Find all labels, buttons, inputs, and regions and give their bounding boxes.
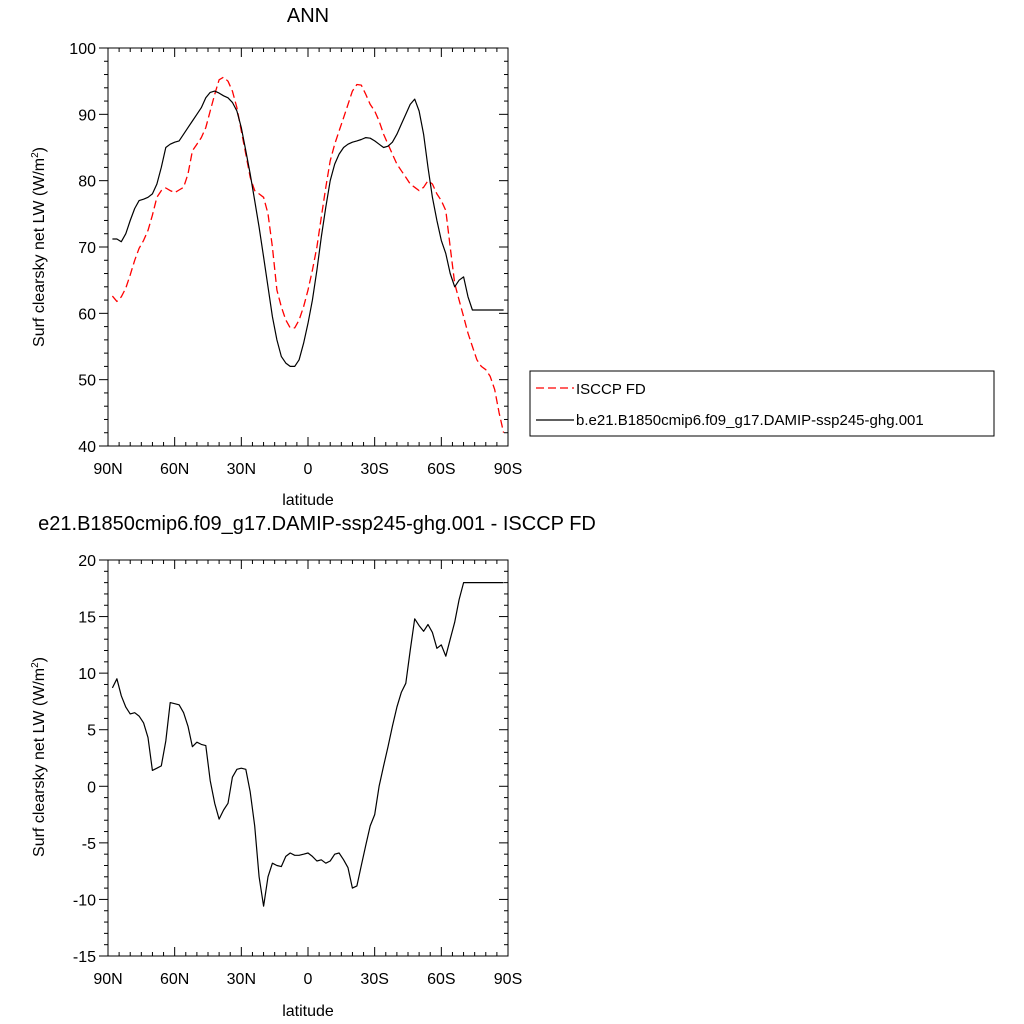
x-tick-label: 90S: [494, 971, 522, 988]
y-tick-label: 80: [78, 174, 96, 191]
top-chart: ANN 90N 60N 30N 0 30S 60S 90S 40 50 60 70 80 90 100 l…: [30, 5, 995, 509]
chart-title: e21.B1850cmip6.f09_g17.DAMIP-ssp245-ghg.…: [38, 513, 596, 535]
x-tick-label: 90N: [93, 971, 122, 988]
y-tick-label: 20: [78, 553, 96, 570]
x-tick-label: 30N: [227, 971, 256, 988]
y-tick-label: 15: [78, 610, 96, 627]
y-tick-label: -15: [73, 949, 96, 966]
bottom-chart: e21.B1850cmip6.f09_g17.DAMIP-ssp245-ghg.…: [30, 513, 596, 1020]
series-line-0: [111, 76, 505, 433]
x-tick-label: 90N: [93, 461, 122, 478]
legend-box: [529, 370, 995, 437]
y-tick-label: 5: [87, 723, 96, 740]
series-line-1: [112, 90, 504, 367]
legend: ISCCP FD b.e21.B1850cmip6.f09_g17.DAMIP-…: [529, 370, 995, 437]
legend-entry-isccp: ISCCP FD: [576, 381, 646, 398]
x-tick-label: 60N: [160, 971, 189, 988]
x-tick-label: 30S: [360, 461, 388, 478]
y-tick-label: 40: [78, 439, 96, 456]
y-tick-label: 60: [78, 306, 96, 323]
x-tick-label: 30N: [227, 461, 256, 478]
x-axis-label: latitude: [282, 1003, 334, 1020]
x-axis-label: latitude: [282, 492, 334, 509]
y-axis-label: Surf clearsky net LW (W/m2): [30, 657, 48, 857]
y-tick-label: 50: [78, 373, 96, 390]
y-tick-label: 10: [78, 666, 96, 683]
x-tick-label: 60N: [160, 461, 189, 478]
series-line-0: [111, 581, 504, 907]
x-tick-label: 60S: [427, 971, 455, 988]
y-tick-label: 100: [69, 41, 96, 58]
y-tick-label: 0: [87, 779, 96, 796]
y-tick-label: 70: [78, 240, 96, 257]
chart-title: ANN: [287, 5, 329, 27]
x-tick-label: 60S: [427, 461, 455, 478]
y-tick-label: -10: [73, 892, 96, 909]
x-tick-label: 30S: [360, 971, 388, 988]
y-tick-label: 90: [78, 107, 96, 124]
x-tick-label: 0: [304, 461, 313, 478]
x-tick-label: 90S: [494, 461, 522, 478]
x-tick-label: 0: [304, 971, 313, 988]
y-axis-label: Surf clearsky net LW (W/m2): [30, 147, 48, 347]
y-tick-label: -5: [82, 836, 96, 853]
legend-entry-model: b.e21.B1850cmip6.f09_g17.DAMIP-ssp245-gh…: [576, 412, 924, 429]
